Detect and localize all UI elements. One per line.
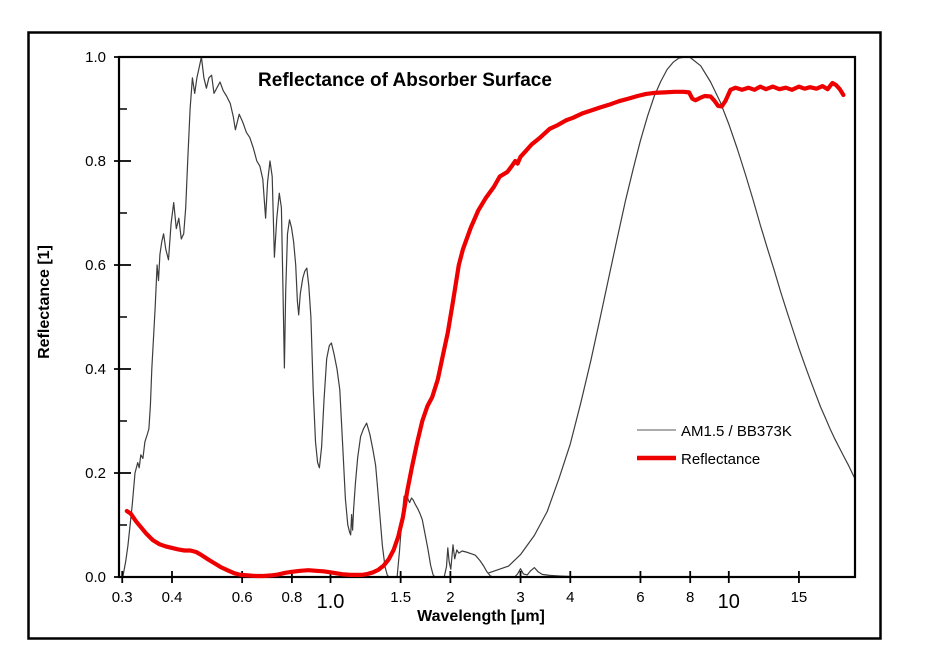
x-tick-label: 4 bbox=[566, 589, 574, 606]
curve-am1-5-bb373k bbox=[122, 56, 571, 578]
y-axis-title: Reflectance [1] bbox=[36, 245, 53, 359]
y-tick-label: 0.2 bbox=[85, 465, 106, 482]
x-tick-label: 1.0 bbox=[317, 591, 345, 613]
legend-label-reflectance: Reflectance bbox=[681, 451, 760, 468]
chart-title: Reflectance of Absorber Surface bbox=[258, 70, 552, 91]
curves-layer bbox=[122, 56, 856, 578]
x-tick-label: 8 bbox=[686, 589, 694, 606]
x-tick-label: 15 bbox=[791, 589, 808, 606]
x-tick-label: 0.6 bbox=[232, 589, 253, 606]
curve-reflectance bbox=[124, 80, 846, 579]
legend-label-am15-bb373k: AM1.5 / BB373K bbox=[681, 423, 792, 440]
y-tick-label: 1.0 bbox=[85, 49, 106, 66]
x-tick-label: 0.4 bbox=[162, 589, 183, 606]
top-curves-layer bbox=[124, 80, 846, 579]
y-tick-label: 0.0 bbox=[85, 569, 106, 586]
x-tick-label: 0.3 bbox=[112, 589, 133, 606]
y-tick-label: 0.4 bbox=[85, 361, 106, 378]
x-tick-label: 1.5 bbox=[390, 589, 411, 606]
legend: AM1.5 / BB373K Reflectance bbox=[637, 423, 792, 468]
x-tick-label: 0.8 bbox=[281, 589, 302, 606]
x-tick-label: 6 bbox=[636, 589, 644, 606]
curve-am1-5-bb373k bbox=[488, 56, 856, 574]
y-tick-label: 0.6 bbox=[85, 257, 106, 274]
x-tick-label: 10 bbox=[718, 591, 740, 613]
y-tick-label: 0.8 bbox=[85, 153, 106, 170]
x-tick-label: 3 bbox=[516, 589, 524, 606]
x-axis-title: Wavelength [µm] bbox=[417, 608, 545, 625]
x-tick-label: 2 bbox=[446, 589, 454, 606]
ticks-layer: 0.3 0.4 0.6 0.8 1.0 1.5 2 3 4 6 8 10 15 0.0 0.2 0.4 0.6 0… bbox=[85, 49, 807, 613]
figure-border bbox=[27, 31, 882, 640]
